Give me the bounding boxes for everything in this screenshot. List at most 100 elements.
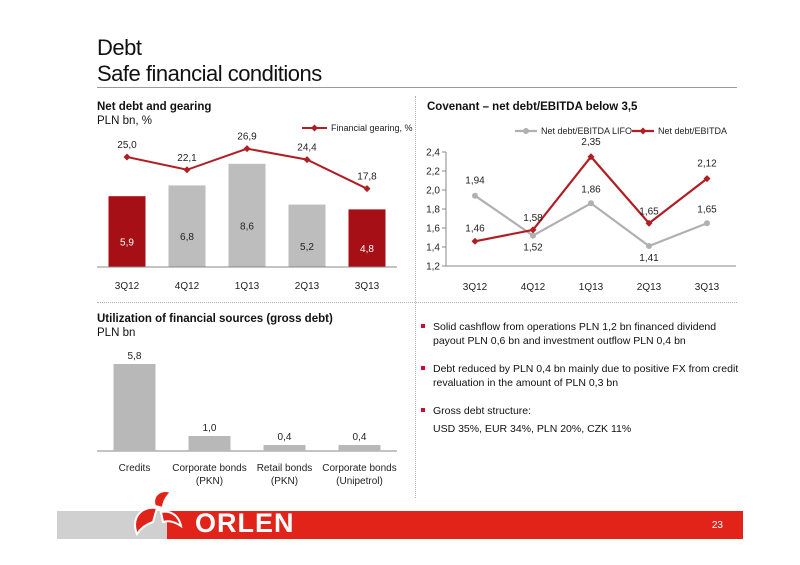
title-line-1: Debt xyxy=(97,35,142,60)
x-tick-label: 4Q12 xyxy=(521,282,546,293)
gearing-value-label: 22,1 xyxy=(177,153,197,164)
net-debt-ebitda-line xyxy=(474,155,708,243)
bar xyxy=(338,445,381,451)
point-value-label: 2,12 xyxy=(697,159,717,170)
bar xyxy=(108,196,146,267)
x-tick-label: Corporate bonds xyxy=(322,463,397,474)
net-debt-ebitda-marker xyxy=(471,237,479,245)
page-title: Debt Safe financial conditions xyxy=(97,35,322,87)
lifo-marker xyxy=(530,232,536,239)
point-value-label: 1,94 xyxy=(465,176,485,187)
x-tick-label: 3Q12 xyxy=(463,282,488,293)
bar xyxy=(288,204,326,267)
bullet-marker xyxy=(421,408,425,412)
net-debt-title: Net debt and gearing xyxy=(97,101,212,113)
bullet-text: Debt reduced by PLN 0,4 bn mainly due to… xyxy=(433,363,739,389)
legend-label: Financial gearing, % xyxy=(331,123,413,133)
bar xyxy=(263,445,306,451)
bar-value-label: 8,6 xyxy=(240,221,254,232)
point-value-label: 1,65 xyxy=(697,204,717,215)
y-tick-label: 1,2 xyxy=(426,262,440,273)
eagle-icon xyxy=(134,490,183,537)
gearing-marker xyxy=(123,153,131,161)
x-tick-label: 1Q13 xyxy=(235,281,260,292)
utilization-title: Utilization of financial sources (gross … xyxy=(97,313,333,325)
bullet-marker xyxy=(421,366,425,370)
bar xyxy=(188,436,231,451)
bullet-item: Solid cashflow from operations PLN 1,2 b… xyxy=(421,320,741,348)
bar xyxy=(113,364,156,451)
bar-value-label: 4,8 xyxy=(360,244,374,255)
bullet-item: Debt reduced by PLN 0,4 bn mainly due to… xyxy=(421,362,741,390)
x-tick-label: 3Q12 xyxy=(115,281,140,292)
bar-value-label: 0,4 xyxy=(278,432,292,443)
x-tick-label: Corporate bonds xyxy=(172,463,247,474)
lifo-marker xyxy=(472,192,478,199)
title-line-2: Safe financial conditions xyxy=(97,61,322,86)
footer-bar: 23 xyxy=(57,511,743,539)
y-tick-label: 2,2 xyxy=(426,167,440,178)
gearing-value-label: 24,4 xyxy=(297,143,317,154)
gearing-marker xyxy=(183,166,191,174)
x-tick-label: 4Q12 xyxy=(175,281,200,292)
legend-marker-lifo xyxy=(523,128,529,134)
logo-text: ORLEN xyxy=(195,508,295,538)
point-value-label: 1,65 xyxy=(639,206,659,217)
bar-value-label: 5,2 xyxy=(300,242,314,253)
bullet-text: Gross debt structure: xyxy=(433,405,532,417)
bar-value-label: 5,8 xyxy=(128,351,142,362)
point-value-label: 1,52 xyxy=(523,243,543,254)
gearing-value-label: 26,9 xyxy=(237,132,257,143)
vertical-divider xyxy=(415,96,416,498)
covenant-title: Covenant – net debt/EBITDA below 3,5 xyxy=(427,101,638,113)
bullet-list: Solid cashflow from operations PLN 1,2 b… xyxy=(421,320,741,436)
net-debt-ebitda-marker xyxy=(645,219,653,227)
y-tick-label: 1,8 xyxy=(426,205,440,216)
point-value-label: 1,86 xyxy=(581,184,601,195)
net-debt-ebitda-marker xyxy=(703,175,711,183)
bar-value-label: 0,4 xyxy=(353,432,367,443)
legend-marker-net xyxy=(639,127,647,135)
bar-value-label: 5,9 xyxy=(120,238,134,249)
x-tick-label: (PKN) xyxy=(196,476,223,487)
legend-label-net: Net debt/EBITDA xyxy=(658,126,727,136)
point-value-label: 1,41 xyxy=(639,253,659,264)
bullet-extra: USD 35%, EUR 34%, PLN 20%, CZK 11% xyxy=(433,423,632,435)
bar xyxy=(228,163,266,267)
utilization-subtitle: PLN bn xyxy=(97,327,136,339)
x-tick-label: 2Q13 xyxy=(295,281,320,292)
bar-value-label: 6,8 xyxy=(180,232,194,243)
page-number: 23 xyxy=(711,520,723,531)
point-value-label: 1,58 xyxy=(523,213,543,224)
x-tick-label: 3Q13 xyxy=(695,282,720,293)
lifo-marker xyxy=(646,243,652,250)
net-debt-ebitda-marker xyxy=(529,226,537,234)
bar xyxy=(168,185,206,267)
covenant-chart: 2,4 2,2 2,0 1,8 1,6 1,4 1,2 3Q12 4Q12 1Q13 2Q13 3Q1… xyxy=(426,126,736,293)
legend-label-lifo: Net debt/EBITDA LIFO xyxy=(541,126,632,136)
bullet-item: Gross debt structure: xyxy=(421,404,741,418)
y-tick-label: 2,0 xyxy=(426,186,440,197)
y-tick-label: 2,4 xyxy=(426,148,440,159)
x-tick-label: 1Q13 xyxy=(579,282,604,293)
x-tick-label: 2Q13 xyxy=(637,282,662,293)
footer-red: 23 xyxy=(167,511,743,539)
gearing-value-label: 17,8 xyxy=(357,172,377,183)
title-rule xyxy=(97,87,737,88)
lifo-marker xyxy=(704,220,710,227)
net-debt-subtitle: PLN bn, % xyxy=(97,115,152,127)
gearing-marker xyxy=(363,185,371,193)
lifo-marker xyxy=(588,200,594,207)
horizontal-divider xyxy=(97,302,737,303)
point-value-label: 1,46 xyxy=(465,223,485,234)
bar-value-label: 1,0 xyxy=(203,423,217,434)
gearing-marker xyxy=(243,145,251,153)
point-value-label: 2,35 xyxy=(581,137,601,148)
bullet-text: Solid cashflow from operations PLN 1,2 b… xyxy=(433,321,717,347)
x-tick-label: (Unipetrol) xyxy=(336,476,383,487)
y-tick-label: 1,4 xyxy=(426,243,440,254)
bullet-marker xyxy=(421,324,425,328)
utilization-chart: 5,8 Credits 1,0 Corporate bonds (PKN) 0,4 Reta… xyxy=(97,351,397,487)
bar xyxy=(348,209,386,267)
gearing-marker xyxy=(303,156,311,164)
